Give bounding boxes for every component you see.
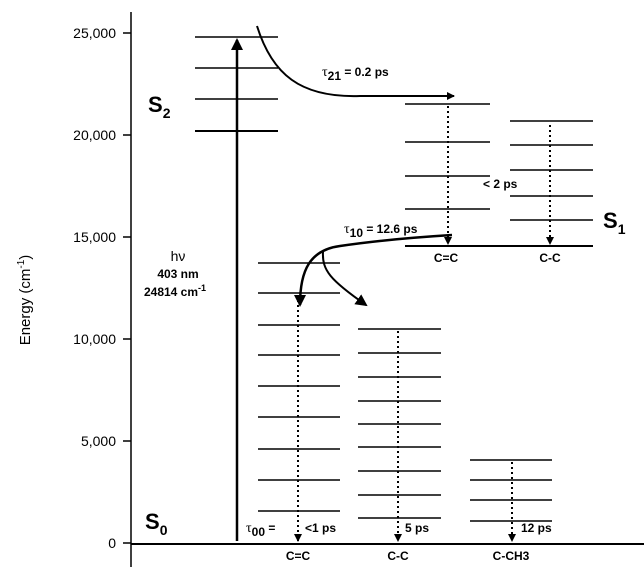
y-axis-label: Energy (cm-1) — [16, 255, 34, 346]
s1-bond-single: C-C — [539, 251, 561, 265]
tau00-label: τ00 = — [246, 521, 275, 539]
s0-cc-single-levels — [358, 328, 441, 519]
s0-cch3-levels — [470, 459, 552, 522]
excitation-energy-sup: -1 — [198, 283, 206, 293]
y-axis-label-text: Energy (cm — [17, 269, 34, 346]
y-axis: 0 5,000 10,000 15,000 20,000 25,000 — [73, 12, 132, 567]
s1-label: S1 — [603, 208, 626, 237]
s0-label: S0 — [145, 509, 168, 538]
y-tick-label: 0 — [108, 535, 116, 551]
excitation-energy-text: 24814 cm — [144, 285, 198, 299]
y-tick-label: 5,000 — [81, 433, 116, 449]
s0-bond-double: C=C — [286, 549, 311, 563]
excitation-energy: 24814 cm-1 — [144, 283, 206, 299]
s1-cc-single-levels — [510, 120, 593, 221]
tau10-label: τ10 = 12.6 ps — [344, 222, 418, 240]
excitation-hv: hν — [171, 248, 186, 264]
y-tick-label: 20,000 — [73, 127, 116, 143]
s0-cc-single-time: 5 ps — [405, 521, 429, 535]
y-axis-label-close: ) — [17, 255, 34, 260]
tau21-label: τ21 = 0.2 ps — [322, 65, 389, 83]
y-tick-label: 10,000 — [73, 331, 116, 347]
s2-label: S2 — [148, 92, 171, 121]
s1-relax-time: < 2 ps — [483, 177, 518, 191]
s0-bond-methyl: C-CH3 — [493, 549, 530, 563]
y-axis-label-sup: -1 — [16, 259, 27, 268]
y-tick-label: 25,000 — [73, 25, 116, 41]
s0-cc-double-time: <1 ps — [305, 521, 336, 535]
tau21-arrow — [256, 25, 455, 100]
tau10-arrow-to-cc-double — [294, 233, 453, 307]
s1-bond-double: C=C — [434, 251, 459, 265]
s0-bond-single: C-C — [387, 549, 409, 563]
s0-methyl-time: 12 ps — [521, 521, 552, 535]
tau10-arrow-to-cc-single — [321, 251, 368, 307]
y-tick-label: 15,000 — [73, 229, 116, 245]
excitation-wavelength: 403 nm — [157, 267, 198, 281]
